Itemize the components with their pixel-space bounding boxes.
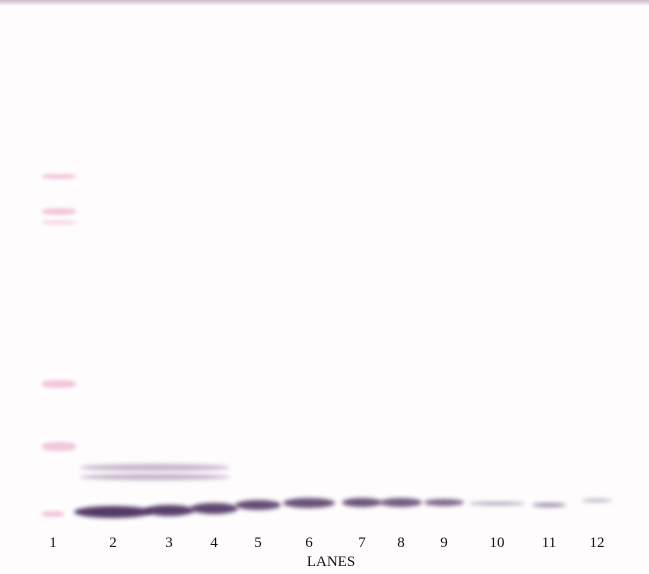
protein-band — [424, 498, 464, 506]
protein-band — [342, 497, 382, 507]
marker-band — [42, 442, 76, 451]
marker-band — [42, 380, 76, 388]
protein-band — [144, 504, 194, 516]
lane-label: 8 — [397, 535, 405, 551]
membrane-edge — [0, 0, 649, 6]
axis-label: LANES — [306, 554, 356, 570]
protein-band — [582, 498, 612, 502]
marker-band — [42, 220, 76, 225]
upper-band — [80, 474, 230, 480]
lane-label: 2 — [109, 535, 117, 551]
lane-label: 9 — [440, 535, 448, 551]
lane-label: 12 — [589, 535, 605, 551]
protein-band — [532, 503, 566, 507]
lane-label: 3 — [165, 535, 173, 551]
lane-label: 10 — [489, 535, 505, 551]
lane-label: 4 — [210, 535, 218, 551]
lane-label: 1 — [49, 535, 57, 551]
protein-band — [380, 497, 422, 507]
upper-band — [80, 464, 230, 471]
protein-band — [235, 500, 281, 510]
marker-band — [42, 174, 76, 179]
marker-band — [42, 511, 64, 517]
lane-label: 7 — [358, 535, 366, 551]
protein-band — [283, 498, 335, 508]
lane-label: 11 — [541, 535, 557, 551]
marker-band — [42, 208, 76, 215]
protein-band — [74, 506, 152, 518]
protein-band — [469, 501, 525, 505]
lane-label: 5 — [254, 535, 262, 551]
lane-label: 6 — [305, 535, 313, 551]
protein-band — [190, 502, 238, 514]
